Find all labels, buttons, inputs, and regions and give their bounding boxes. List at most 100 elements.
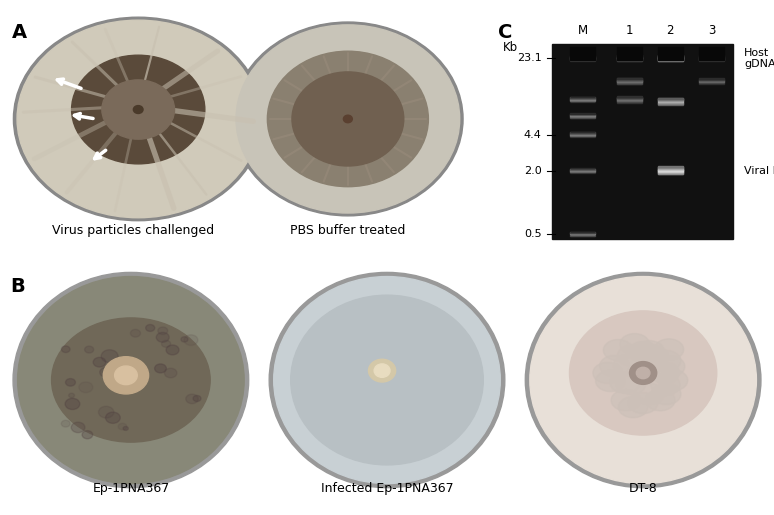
FancyBboxPatch shape [658,98,683,99]
Text: 1: 1 [625,24,633,37]
Ellipse shape [158,327,168,335]
Ellipse shape [658,370,688,391]
Ellipse shape [123,426,128,431]
Ellipse shape [156,332,170,342]
Ellipse shape [650,363,680,384]
FancyBboxPatch shape [617,100,642,101]
FancyBboxPatch shape [658,60,683,61]
Ellipse shape [166,345,179,355]
Text: 4.4: 4.4 [524,129,542,140]
FancyBboxPatch shape [658,58,683,59]
FancyBboxPatch shape [658,55,683,56]
FancyBboxPatch shape [658,100,683,101]
FancyBboxPatch shape [570,98,595,99]
FancyBboxPatch shape [658,170,683,171]
Ellipse shape [652,384,681,405]
Text: Infected Ep-1PNA367: Infected Ep-1PNA367 [320,482,454,495]
Ellipse shape [654,339,683,360]
Ellipse shape [593,363,622,384]
FancyBboxPatch shape [570,134,595,135]
FancyBboxPatch shape [570,101,595,102]
FancyBboxPatch shape [658,102,683,104]
FancyBboxPatch shape [570,132,595,133]
Ellipse shape [292,72,404,166]
Ellipse shape [291,295,483,465]
FancyBboxPatch shape [658,168,683,169]
FancyBboxPatch shape [570,58,595,59]
FancyBboxPatch shape [658,99,683,100]
Ellipse shape [13,272,248,488]
Ellipse shape [118,360,132,371]
Ellipse shape [636,367,650,379]
FancyBboxPatch shape [570,56,595,57]
Text: C: C [498,23,512,42]
Ellipse shape [184,335,198,346]
FancyBboxPatch shape [617,55,642,56]
FancyBboxPatch shape [570,135,595,136]
FancyBboxPatch shape [658,168,683,169]
FancyBboxPatch shape [570,99,595,100]
FancyBboxPatch shape [699,58,724,59]
FancyBboxPatch shape [658,55,683,56]
Ellipse shape [611,390,641,411]
FancyBboxPatch shape [699,57,724,58]
Ellipse shape [236,25,460,213]
Text: B: B [10,277,25,296]
FancyBboxPatch shape [658,58,683,59]
Ellipse shape [84,346,94,353]
FancyBboxPatch shape [617,78,642,79]
Text: DT-8: DT-8 [628,482,657,495]
Text: 2.0: 2.0 [524,166,542,176]
FancyBboxPatch shape [658,60,683,61]
FancyBboxPatch shape [570,136,595,137]
Ellipse shape [651,374,680,396]
FancyBboxPatch shape [658,169,683,170]
Ellipse shape [635,340,664,362]
FancyBboxPatch shape [699,57,724,58]
FancyBboxPatch shape [658,166,683,168]
Ellipse shape [181,337,188,342]
FancyBboxPatch shape [699,81,724,82]
FancyBboxPatch shape [617,97,642,98]
Ellipse shape [618,345,647,366]
Ellipse shape [52,318,211,442]
Text: 3: 3 [707,24,715,37]
Ellipse shape [616,373,646,394]
Text: Host
gDNA: Host gDNA [745,48,774,70]
FancyBboxPatch shape [658,171,683,172]
Ellipse shape [69,393,74,398]
Text: M: M [577,24,587,37]
Ellipse shape [526,272,761,488]
Text: Ep-1PNA367: Ep-1PNA367 [92,482,170,495]
Text: Kb: Kb [503,41,519,54]
FancyBboxPatch shape [617,80,642,81]
FancyBboxPatch shape [658,47,683,60]
FancyBboxPatch shape [658,98,683,99]
Ellipse shape [344,115,352,123]
FancyBboxPatch shape [699,59,724,60]
Ellipse shape [118,380,122,384]
FancyBboxPatch shape [617,82,642,83]
FancyBboxPatch shape [570,171,595,172]
FancyBboxPatch shape [570,100,595,101]
Ellipse shape [596,370,625,391]
Ellipse shape [118,423,127,430]
FancyBboxPatch shape [617,59,642,60]
FancyBboxPatch shape [658,173,683,174]
Ellipse shape [131,330,140,337]
Ellipse shape [100,367,113,377]
FancyBboxPatch shape [658,59,683,60]
FancyBboxPatch shape [617,81,642,82]
Ellipse shape [146,324,155,332]
FancyBboxPatch shape [658,173,683,174]
Ellipse shape [71,55,205,164]
FancyBboxPatch shape [617,55,642,56]
FancyBboxPatch shape [570,116,595,117]
FancyBboxPatch shape [658,56,683,57]
Ellipse shape [374,364,390,377]
Ellipse shape [17,20,259,218]
Ellipse shape [105,412,120,423]
Ellipse shape [269,272,505,488]
Ellipse shape [656,356,685,377]
FancyBboxPatch shape [617,98,642,99]
